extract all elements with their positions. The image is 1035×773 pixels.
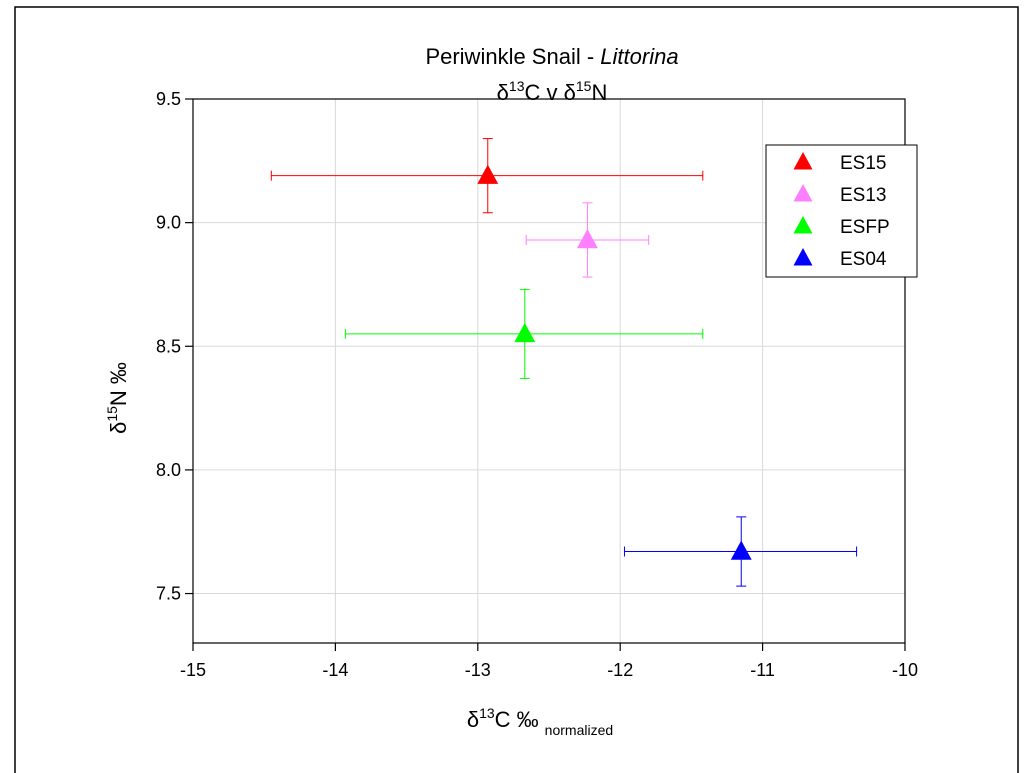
series-es13	[525, 202, 650, 278]
x-tick-label: -13	[465, 660, 491, 680]
x-tick-label: -12	[607, 660, 633, 680]
data-point-triangle	[730, 540, 752, 560]
legend-marker	[793, 152, 813, 170]
plot-area	[192, 98, 906, 644]
legend-marker	[793, 216, 813, 234]
series-es15	[270, 138, 704, 214]
data-point-triangle	[514, 322, 536, 343]
x-axis: -15 -14 -13 -12 -11 -10	[180, 643, 918, 680]
chart-title-line2: δ13C v δ15N	[497, 78, 608, 105]
legend-item-es04: ES04	[793, 248, 887, 270]
legend-item-esfp: ESFP	[793, 216, 890, 238]
legend-marker	[793, 184, 813, 202]
legend-label: ES13	[840, 185, 886, 206]
y-tick-label: 8.5	[156, 336, 181, 356]
x-tick-label: -11	[750, 660, 775, 680]
x-axis-label: δ13C ‰ normalized	[467, 705, 613, 738]
data-marks	[270, 138, 858, 587]
series-es04	[623, 516, 858, 587]
legend-item-es15: ES15	[793, 152, 886, 174]
y-axis: 7.5 8.0 8.5 9.0 9.5	[156, 89, 193, 604]
chart-title-line1: Periwinkle Snail - Littorina	[425, 44, 678, 69]
x-tick-label: -10	[892, 660, 918, 680]
legend-label: ESFP	[840, 217, 890, 238]
x-tick-label: -15	[180, 660, 206, 680]
data-point-triangle	[576, 228, 598, 249]
y-axis-label: δ15N ‰	[104, 362, 131, 434]
outer-border	[14, 6, 1019, 773]
y-tick-label: 9.5	[156, 89, 181, 109]
y-tick-label: 8.0	[156, 460, 181, 480]
legend-item-es13: ES13	[793, 184, 886, 206]
legend: ES15 ES13 ESFP ES04	[765, 144, 918, 278]
legend-label: ES15	[840, 153, 886, 174]
x-tick-label: -14	[322, 660, 348, 680]
y-tick-label: 9.0	[156, 213, 181, 233]
legend-label: ES04	[840, 249, 887, 270]
legend-marker	[793, 248, 813, 266]
legend-box	[765, 144, 918, 278]
series-esfp	[344, 288, 704, 379]
data-point-triangle	[477, 164, 499, 184]
y-tick-label: 7.5	[156, 584, 181, 604]
